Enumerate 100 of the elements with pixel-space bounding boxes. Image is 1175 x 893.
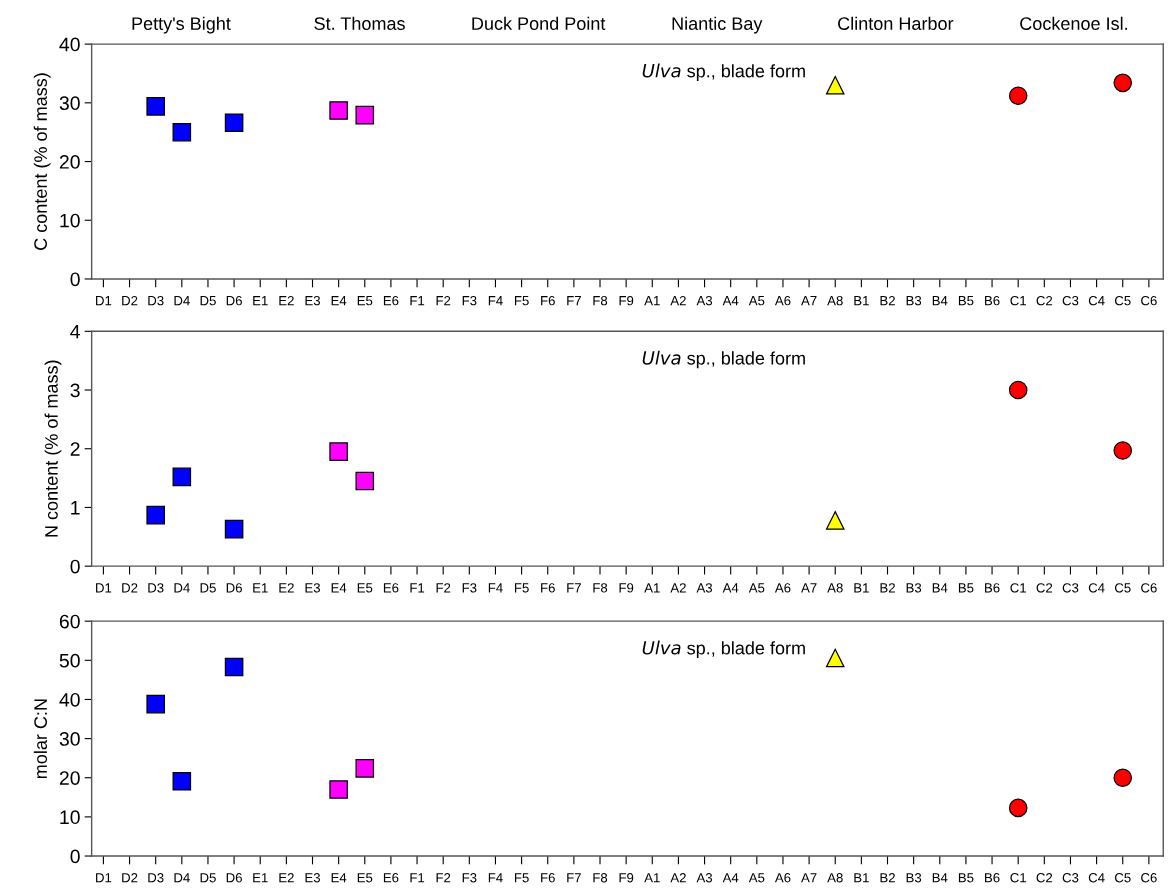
x-tick-label: F8 [593, 583, 608, 593]
x-tick-label: E3 [305, 583, 320, 593]
x-tick-label: E2 [279, 295, 294, 306]
point [224, 113, 244, 133]
point [224, 519, 244, 539]
x-tick-label: F2 [436, 295, 451, 306]
x-tick-label: B6 [985, 583, 1000, 593]
x-tick-label: F3 [462, 873, 477, 883]
x-tick-label: B5 [958, 296, 974, 306]
x-tick-label: F7 [567, 296, 581, 306]
x-tick-label: F6 [541, 583, 555, 593]
x-tick-label: A1 [644, 873, 660, 883]
annotation: Ulva sp., blade form [642, 640, 805, 659]
x-tick-label: B4 [932, 873, 948, 883]
x-tick-label: D3 [148, 295, 164, 306]
x-tick-label: B5 [958, 583, 974, 593]
point [825, 75, 845, 95]
x-tick-label: F5 [514, 296, 529, 306]
x-tick-label: E3 [305, 873, 320, 883]
x-tick-label: A5 [748, 296, 765, 306]
x-tick-label: E4 [331, 873, 347, 883]
x-tick-label: E6 [383, 295, 399, 306]
x-tick-label: C6 [1141, 295, 1157, 306]
x-tick-label: A7 [801, 296, 817, 306]
y-axis-title: N content (% of mass) [44, 360, 62, 537]
x-tick-label: B4 [932, 583, 948, 593]
x-tick-label: F1 [410, 873, 425, 883]
x-tick-label: D1 [96, 296, 112, 306]
y-tick-label: 2 [70, 442, 80, 456]
x-tick-label: B1 [854, 873, 869, 883]
x-tick-label: A5 [748, 583, 765, 593]
x-tick-label: C6 [1141, 873, 1157, 883]
text: St. Thomas [314, 16, 405, 30]
point [825, 511, 845, 530]
point [1008, 86, 1028, 106]
x-tick-label: A3 [696, 873, 713, 883]
y-tick-label: 20 [59, 155, 80, 169]
y-tick-label: 30 [59, 96, 80, 111]
x-tick-label: B3 [906, 583, 922, 593]
x-tick-label: A2 [670, 583, 686, 593]
x-tick-label: B5 [958, 873, 974, 883]
annotation: Ulva sp., blade form [642, 63, 805, 82]
x-tick-label: D1 [96, 583, 112, 593]
x-tick-label: B2 [880, 583, 895, 593]
x-tick-label: E6 [383, 873, 399, 883]
x-tick-label: C5 [1114, 295, 1131, 306]
x-tick-label: F8 [593, 873, 608, 883]
y-tick-label: 40 [59, 692, 80, 707]
x-tick-label: A2 [670, 873, 686, 883]
y-tick-label: 1 [71, 501, 80, 515]
x-tick-label: A6 [774, 295, 791, 306]
x-tick-label: A8 [827, 873, 843, 883]
point [146, 97, 165, 116]
x-tick-label: C4 [1088, 295, 1105, 306]
y-tick-label: 0 [70, 559, 80, 574]
point [1008, 380, 1028, 400]
x-tick-label: D4 [174, 296, 190, 306]
point [1113, 73, 1133, 93]
point [825, 648, 845, 668]
point [329, 101, 348, 120]
x-tick-label: B3 [906, 295, 922, 306]
x-tick-label: F9 [619, 583, 634, 593]
x-tick-label: A8 [827, 583, 843, 593]
x-tick-label: D6 [226, 295, 242, 306]
y-tick-label: 60 [59, 614, 80, 629]
x-tick-label: A1 [644, 583, 660, 593]
x-tick-label: A5 [748, 873, 765, 883]
point [329, 780, 348, 799]
text: Clinton Harbor [838, 16, 954, 30]
x-tick-label: A2 [670, 295, 686, 306]
text: Duck Pond Point [472, 16, 606, 30]
point [355, 471, 375, 491]
x-tick-label: C1 [1010, 873, 1026, 883]
x-tick-label: C2 [1036, 583, 1053, 593]
x-tick-label: C1 [1010, 295, 1026, 306]
x-tick-label: A8 [827, 295, 843, 306]
text: Niantic Bay [672, 16, 763, 34]
x-tick-label: B2 [880, 295, 895, 306]
x-tick-label: B2 [880, 873, 895, 883]
point [146, 505, 165, 525]
y-tick-label: 3 [70, 383, 80, 398]
x-tick-label: E4 [331, 583, 347, 593]
point [224, 657, 244, 677]
x-tick-label: C6 [1141, 583, 1157, 593]
annotation: Ulva sp., blade form [642, 350, 805, 369]
x-tick-label: F4 [488, 873, 503, 883]
x-tick-label: D2 [122, 583, 138, 593]
x-tick-label: D5 [200, 583, 216, 593]
x-tick-label: C2 [1036, 873, 1053, 883]
point [1113, 441, 1133, 460]
x-tick-label: D4 [174, 873, 190, 883]
x-tick-label: E1 [253, 873, 268, 883]
x-tick-label: D3 [148, 583, 164, 593]
text: Petty's Bight [132, 16, 231, 34]
x-tick-label: F5 [514, 583, 529, 593]
y-tick-label: 4 [70, 324, 80, 339]
x-tick-label: E5 [357, 873, 373, 883]
x-tick-label: E4 [331, 296, 347, 306]
x-tick-label: A7 [801, 873, 817, 883]
text: Cockenoe Isl. [1020, 16, 1127, 30]
